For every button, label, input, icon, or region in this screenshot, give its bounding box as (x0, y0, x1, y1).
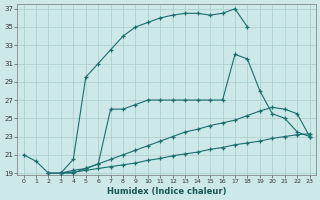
X-axis label: Humidex (Indice chaleur): Humidex (Indice chaleur) (107, 187, 226, 196)
